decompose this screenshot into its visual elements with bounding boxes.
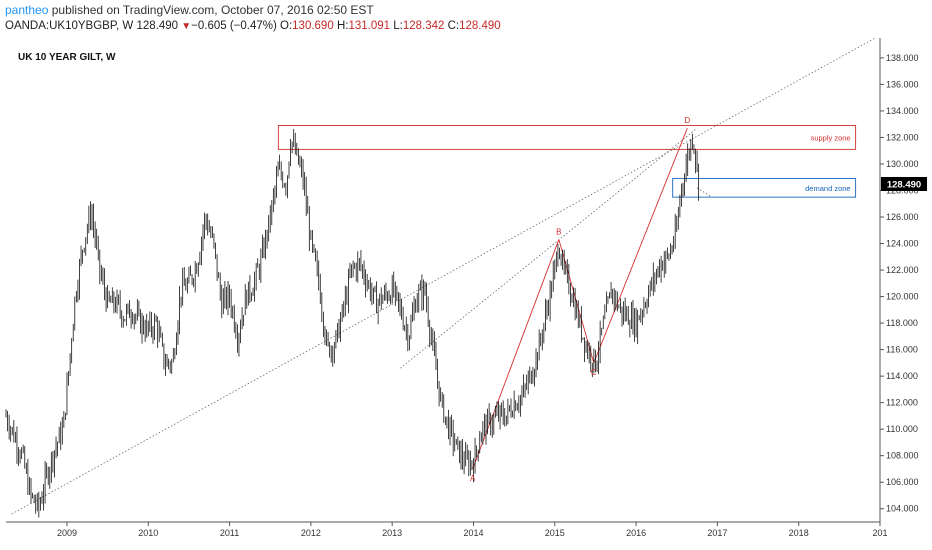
x-tick-label-7: 2016	[626, 528, 646, 538]
symbol-name[interactable]: OANDA:UK10YBGBP, W	[5, 20, 134, 32]
x-tick-label-5: 2014	[463, 528, 483, 538]
trendline-0	[11, 38, 876, 515]
chart-title: UK 10 YEAR GILT, W	[18, 52, 116, 63]
last-price-label: 128.490	[887, 179, 921, 190]
y-tick-label-8: 120.000	[886, 292, 919, 302]
y-tick-label-10: 124.000	[886, 239, 919, 249]
pattern-leg-2	[593, 128, 688, 364]
zones-layer: supply zone demand zone	[277, 125, 857, 198]
zone-label-0: supply zone	[811, 133, 851, 142]
pattern-point-A: A	[470, 474, 476, 483]
x-tick-label-4: 2013	[382, 528, 402, 538]
zone-box-0	[277, 125, 857, 150]
pattern-point-B: B	[556, 228, 561, 237]
low-label: L:	[393, 20, 403, 32]
price-change: −0.605 (−0.47%)	[191, 20, 277, 32]
publish-info: published on TradingView.com, October 07…	[51, 3, 374, 17]
y-tick-label-14: 132.000	[886, 132, 919, 142]
y-tick-label-7: 118.000	[886, 318, 918, 328]
x-tick-label-3: 2012	[301, 528, 321, 538]
close-label: C:	[447, 20, 460, 32]
y-tick-label-4: 112.000	[886, 398, 918, 408]
price-chart[interactable]: supply zone demand zone A B C D 104.000 106.0…	[0, 38, 932, 550]
symbol-line: OANDA:UK10YBGBP, W 128.490 ▼−0.605 (−0.4…	[5, 20, 501, 32]
last-price: 128.490	[136, 20, 179, 32]
close-value: 128.490	[459, 20, 501, 32]
y-tick-label-16: 136.000	[886, 79, 919, 89]
down-arrow-icon: ▼	[181, 21, 192, 32]
x-tick-label-6: 2015	[545, 528, 565, 538]
y-tick-label-17: 138.000	[886, 53, 919, 63]
y-tick-label-13: 130.000	[886, 159, 919, 169]
trendline-2	[696, 187, 712, 198]
zone-label-1: demand zone	[805, 184, 850, 193]
low-value: 128.342	[402, 20, 445, 32]
y-tick-label-2: 108.000	[886, 451, 919, 461]
open-label: O:	[280, 20, 293, 32]
author-link[interactable]: pantheo	[5, 3, 49, 17]
axes-layer: 104.000 106.000 108.000 110.000 112.000 114.0…	[6, 38, 927, 538]
x-tick-label-10: 201	[872, 528, 887, 538]
zone-box-1	[672, 178, 857, 198]
pattern-point-C: C	[591, 368, 597, 377]
pattern-points-layer: A B C D	[470, 116, 690, 483]
x-tick-label-9: 2018	[789, 528, 809, 538]
x-tick-label-0: 2009	[57, 528, 77, 538]
y-tick-label-9: 122.000	[886, 265, 919, 275]
high-value: 131.091	[348, 20, 391, 32]
y-tick-label-0: 104.000	[886, 504, 919, 514]
open-value: 130.690	[292, 20, 334, 32]
pattern-leg-0	[472, 239, 560, 470]
y-tick-label-1: 106.000	[886, 477, 919, 487]
high-label: H:	[336, 20, 349, 32]
pattern-point-D: D	[684, 116, 690, 125]
y-tick-label-15: 134.000	[886, 106, 919, 116]
publish-line: pantheo published on TradingView.com, Oc…	[5, 3, 374, 17]
trendline-1	[400, 127, 698, 369]
y-tick-label-3: 110.000	[886, 424, 918, 434]
x-tick-label-1: 2010	[138, 528, 158, 538]
y-tick-label-5: 114.000	[886, 371, 918, 381]
trendlines-layer	[11, 38, 876, 515]
y-tick-label-6: 116.000	[886, 345, 918, 355]
chart-header: pantheo published on TradingView.com, Oc…	[0, 0, 932, 38]
x-tick-label-8: 2017	[707, 528, 727, 538]
candles-layer	[5, 129, 700, 518]
x-tick-label-2: 2011	[220, 528, 239, 538]
last-price-box	[881, 176, 927, 191]
y-tick-label-11: 126.000	[886, 212, 919, 222]
